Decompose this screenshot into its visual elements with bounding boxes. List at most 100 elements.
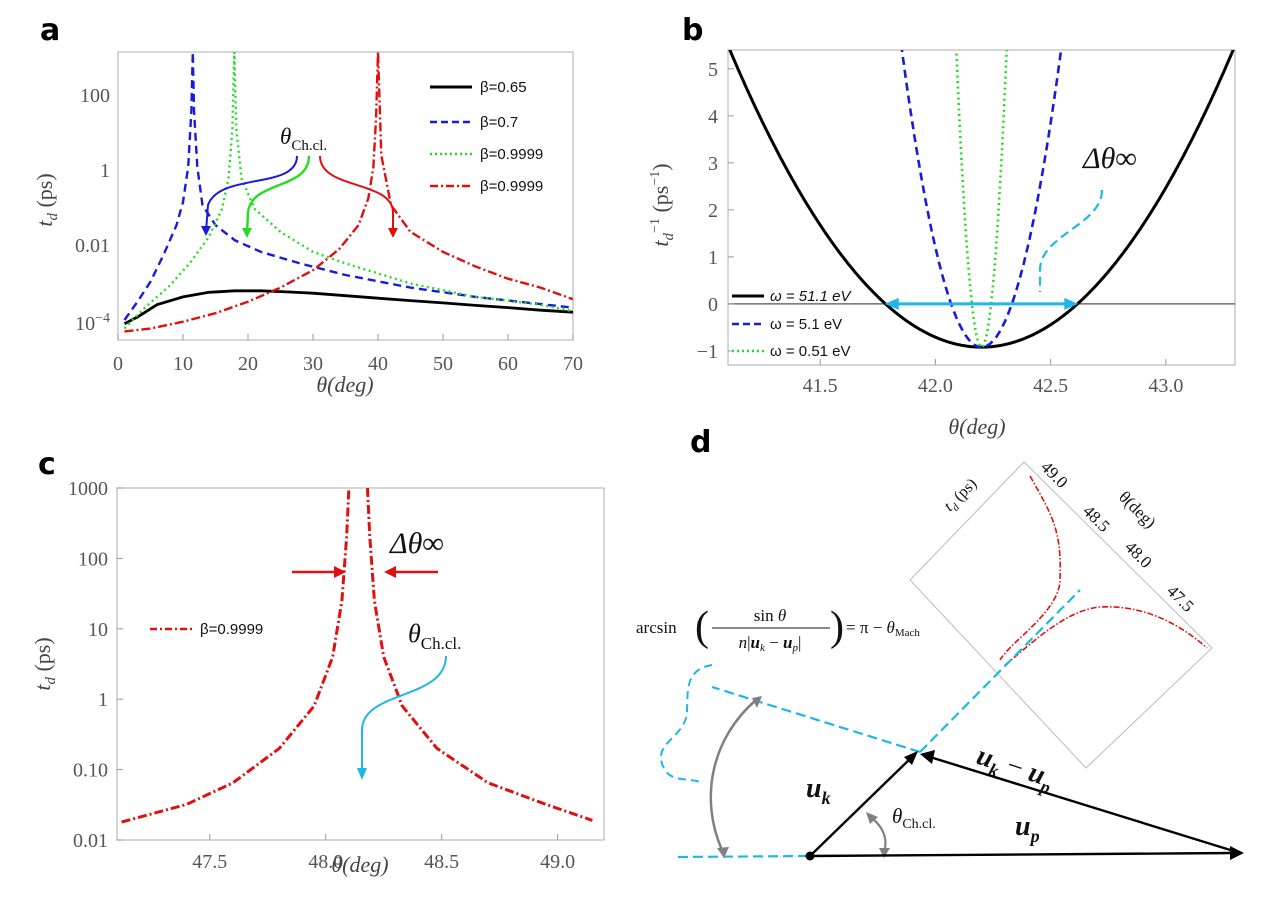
panel-b-ylabel: td−1 (ps−1) [648, 163, 677, 246]
inset-xlabel: θ(deg) [1115, 487, 1160, 532]
vector-uk-head [904, 751, 918, 765]
panel-b-delta-head-right [1064, 297, 1079, 310]
formula-denominator: n|uk − up| [739, 633, 802, 654]
panel-b-delta-pointer [1038, 189, 1104, 292]
vector-uk-minus-up-head [920, 750, 935, 764]
panel-a-arrowhead-green [242, 228, 252, 238]
panel-b-xtick: 42.0 [918, 375, 953, 397]
panel-letter-d: d [690, 425, 711, 460]
panel-a-ytick-100: 100 [80, 85, 110, 107]
panel-a-tick-marks [117, 334, 574, 340]
panel-b-delta-arrow [884, 297, 1079, 310]
panel-b-ytick: 0 [708, 294, 718, 316]
panel-d-diagram: td (ps) θ(deg) 49.0 48.5 48.0 47.5 uk [636, 457, 1244, 861]
panel-letter-c: c [38, 447, 56, 482]
panel-a-arrowhead-blue [201, 226, 211, 236]
legend-a-entry-2: β=0.9999 [480, 146, 543, 163]
panel-c-xtick: 48.5 [424, 851, 459, 873]
label-uk: uk [806, 773, 831, 808]
panel-b-chart: 41.5 42.0 42.5 43.0 −1 0 1 2 3 4 5 θ(deg) td−1 (ps… [648, 49, 1236, 439]
panel-b-ytick: 5 [708, 59, 718, 81]
panel-c-frame [116, 487, 605, 841]
panel-c-ytick: 1000 [68, 478, 108, 500]
panel-c-xtick: 49.0 [540, 851, 575, 873]
legend-a-entry-3: β=0.9999 [480, 178, 543, 195]
baseline-line [677, 854, 809, 859]
panel-a-series-3 [124, 52, 573, 333]
formula: arcsin ( sin θ n|uk − up| ) = π − θMach [636, 604, 920, 654]
panel-b-frame [727, 49, 1236, 366]
panel-a-series-0 [123, 289, 573, 325]
panel-c-ytick: 10 [88, 619, 108, 641]
panel-a-chart: 0 10 20 30 40 50 60 70 100 1 0.01 10−4 θ(deg) t… [32, 51, 583, 397]
panel-a-xtick: 50 [433, 353, 453, 375]
panel-a-xtick: 60 [498, 353, 518, 375]
panel-letter-b: b [682, 13, 703, 48]
panel-c-theta-pointer [361, 655, 447, 772]
brace-line [659, 664, 713, 783]
panel-b-ticks: 41.5 42.0 42.5 43.0 −1 0 1 2 3 4 5 [697, 59, 1184, 397]
panel-a-arrow-red [319, 155, 394, 234]
inset-xtick-47.5: 47.5 [1163, 581, 1197, 615]
formula-paren-right: ) [830, 604, 844, 650]
legend-b-entry-2: ω = 0.51 eV [770, 343, 851, 360]
inset-xtick-49: 49.0 [1037, 457, 1071, 491]
panel-b-series-0 [728, 50, 1235, 349]
panel-a-xtick: 0 [113, 353, 123, 375]
panel-d-inset: td (ps) θ(deg) 49.0 48.5 48.0 47.5 [909, 457, 1213, 769]
inset-xtick-48: 48.0 [1121, 537, 1155, 571]
panel-b-ytick: 2 [708, 200, 718, 222]
panel-c-series-right [366, 488, 593, 822]
formula-numerator: sin θ [754, 606, 786, 625]
formula-paren-left: ( [695, 604, 709, 650]
panel-a-xtick: 20 [238, 353, 258, 375]
panel-c-ytick: 1 [98, 689, 108, 711]
legend-c-entry-0: β=0.9999 [200, 621, 263, 638]
panel-c-delta-arrowhead-left [334, 566, 346, 578]
panel-b-series [728, 50, 1235, 349]
panel-a-annotation-theta: θCh.cl. [280, 124, 327, 154]
panel-c-xlabel: θ(deg) [331, 852, 388, 877]
legend-b-entry-1: ω = 5.1 eV [770, 316, 842, 333]
inset-curve-upper [999, 475, 1062, 661]
panel-c-ytick: 0.01 [73, 830, 108, 852]
panel-a-legend: β=0.65 β=0.7 β=0.9999 β=0.9999 [430, 79, 543, 195]
panel-a-arrow-green [245, 155, 311, 235]
panel-a-series [123, 52, 573, 333]
panel-a-ytick-0.01: 0.01 [75, 235, 110, 257]
panel-c-theta-arrowhead [357, 768, 367, 780]
panel-b-delta-head-left [884, 297, 899, 310]
mach-angle-arrowhead-top [752, 696, 762, 708]
panel-c-ylabel: td (ps) [30, 637, 59, 690]
panel-c-ytick: 0.10 [73, 760, 108, 782]
panel-c-theta-label: θCh.cl. [408, 619, 461, 653]
panel-a-xtick: 40 [368, 353, 388, 375]
panel-b-xtick: 42.5 [1033, 375, 1068, 397]
panel-c-series-left [121, 488, 351, 824]
panel-c-ticks: 47.5 48.0 48.5 49.0 0.01 0.10 1 10 100 1000 [68, 478, 575, 873]
vector-uk-minus-up [929, 755, 1241, 855]
label-uk-minus-up: uk − up [972, 740, 1058, 798]
inset-xtick-48.5: 48.5 [1079, 501, 1113, 535]
panel-a-arrowhead-red [388, 228, 398, 238]
panel-a-x-ticks: 0 10 20 30 40 50 60 70 [113, 353, 583, 375]
legend-b-entry-0: ω = 51.1 eV [770, 288, 852, 305]
vector-up [809, 851, 1235, 858]
panel-a-arrow-blue [205, 155, 298, 233]
mach-angle-arc [709, 699, 757, 851]
inset-frame [909, 461, 1213, 769]
theta-angle-arrowhead [879, 848, 890, 858]
panel-c-delta-label: Δθ∞ [389, 527, 444, 560]
panel-b-ytick: 4 [708, 106, 718, 128]
panel-a-ytick-1: 1 [100, 160, 110, 182]
panel-c-chart: 47.5 48.0 48.5 49.0 0.01 0.10 1 10 100 1000 θ(deg… [30, 478, 605, 877]
inset-ylabel: td (ps) [941, 475, 983, 517]
panel-b-legend: ω = 51.1 eV ω = 5.1 eV ω = 0.51 eV [732, 288, 852, 360]
panel-c-xtick: 48.0 [308, 851, 343, 873]
panel-b-series-1 [900, 50, 1063, 349]
vector-uk [809, 756, 913, 857]
label-up: up [1015, 811, 1040, 846]
panel-c-ytick: 100 [78, 548, 108, 570]
label-theta-ch: θCh.cl. [892, 804, 936, 832]
